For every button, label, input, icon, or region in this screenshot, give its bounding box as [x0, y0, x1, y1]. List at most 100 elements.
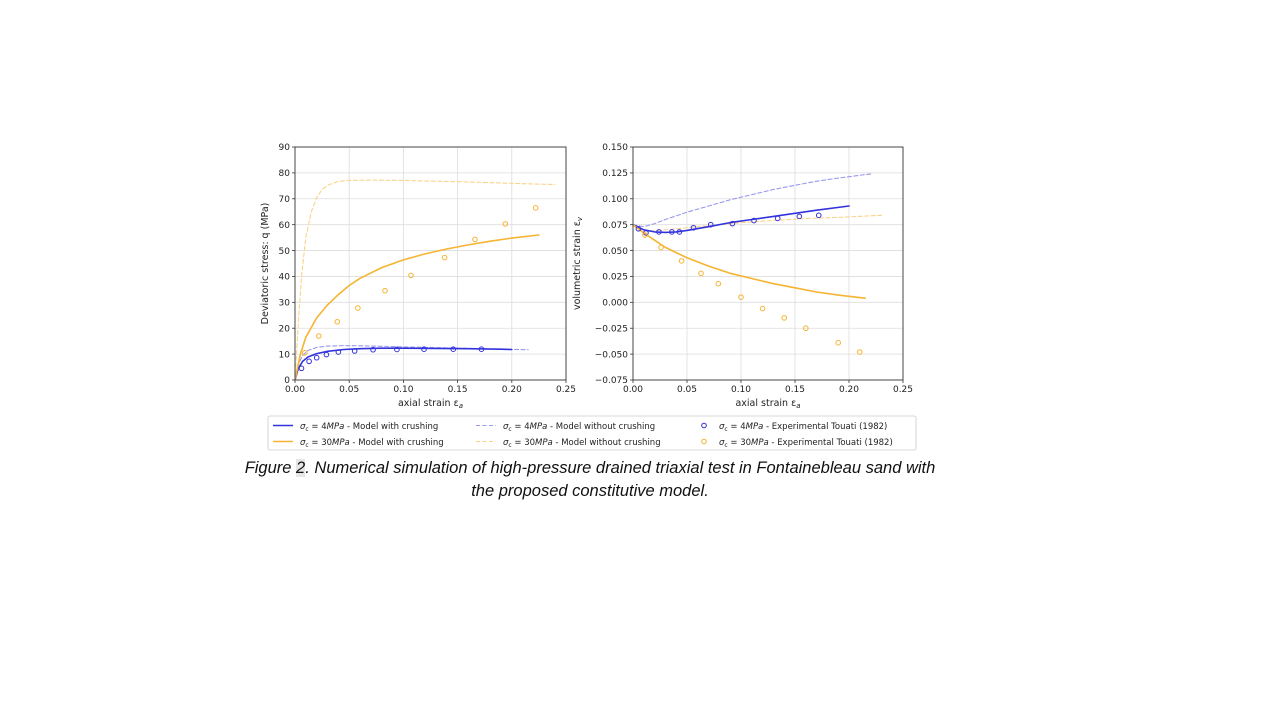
- y-tick-label: 0.125: [602, 169, 628, 179]
- data-point: [656, 229, 662, 235]
- x-tick-label: 0.25: [893, 385, 913, 395]
- legend: σc = 4MPa - Model with crushing σc = 4MPa…: [267, 415, 917, 451]
- data-point: [759, 305, 766, 312]
- x-tick-label: 0.05: [339, 385, 359, 395]
- data-point: [698, 270, 704, 277]
- y-tick-label: 40: [279, 273, 291, 283]
- plot-area: [633, 173, 882, 355]
- series-line: [633, 223, 867, 300]
- y-tick-label: 60: [279, 221, 291, 231]
- data-point: [707, 221, 714, 228]
- data-point: [394, 346, 400, 353]
- y-tick-label: 0.100: [602, 195, 628, 205]
- x-tick-label: 0.25: [556, 385, 576, 395]
- data-point: [796, 213, 803, 220]
- data-point: [351, 348, 358, 354]
- data-point: [676, 229, 683, 235]
- data-point: [335, 349, 342, 355]
- x-tick-label: 0.20: [839, 385, 859, 395]
- data-point: [355, 305, 361, 311]
- y-tick-label: 30: [279, 299, 291, 309]
- data-point: [408, 272, 414, 279]
- data-point: [472, 236, 478, 243]
- series-line: [633, 205, 850, 234]
- data-point: [323, 351, 330, 358]
- chart-panel-1: 0.00 0.05 0.10 0.15 0.20 0.25 0 10 20 30 40 50 60 70 8…: [260, 143, 576, 410]
- x-tick-label: 0.00: [623, 385, 643, 395]
- y-tick-label: 90: [279, 143, 291, 153]
- x-tick-label: 0.10: [731, 385, 751, 395]
- data-point: [774, 215, 781, 222]
- data-point: [781, 315, 788, 321]
- legend-label: σc = 30MPa - Model without crushing: [503, 438, 661, 449]
- y-tick-label: 20: [279, 324, 291, 334]
- data-point: [450, 346, 457, 352]
- data-point: [334, 318, 341, 325]
- legend-box: [267, 415, 917, 451]
- legend-marker: [701, 422, 707, 429]
- data-point: [803, 325, 809, 332]
- data-point: [815, 212, 822, 219]
- data-point: [316, 333, 322, 339]
- legend-item: σc = 30MPa - Model with crushing: [273, 438, 444, 449]
- data-point: [421, 346, 427, 352]
- legend-label: σc = 4MPa - Experimental Touati (1982): [719, 422, 887, 433]
- legend-item: σc = 4MPa - Experimental Touati (1982): [701, 422, 887, 433]
- y-tick-label: −0.075: [595, 376, 628, 386]
- data-point: [658, 244, 664, 251]
- caption-prefix: Figure: [244, 459, 297, 477]
- y-tick-label: 70: [279, 195, 291, 205]
- x-tick-label: 0.15: [448, 385, 468, 395]
- x-tick-label: 0.20: [502, 385, 522, 395]
- data-point: [382, 287, 388, 294]
- legend-label: σc = 4MPa - Model with crushing: [300, 422, 438, 433]
- data-point: [690, 224, 697, 231]
- legend-marker: [701, 438, 707, 445]
- legend-item: σc = 30MPa - Model without crushing: [476, 438, 661, 449]
- x-axis-label: axial strain εa: [398, 398, 463, 410]
- data-point: [738, 294, 744, 300]
- data-point: [678, 258, 685, 264]
- series-line: [295, 347, 513, 380]
- legend-label: σc = 4MPa - Model without crushing: [503, 422, 655, 433]
- y-tick-label: −0.025: [595, 324, 628, 334]
- x-tick-label: 0.05: [677, 385, 697, 395]
- y-tick-label: 0.025: [602, 273, 628, 283]
- x-tick-label: 0.00: [285, 385, 305, 395]
- series-line: [295, 179, 556, 380]
- plot-area: [295, 179, 556, 380]
- legend-label: σc = 30MPa - Model with crushing: [300, 438, 444, 449]
- x-tick-label: 0.15: [785, 385, 805, 395]
- data-point: [642, 232, 648, 238]
- figure-caption: Figure 2. Numerical simulation of high-p…: [240, 457, 940, 503]
- data-point: [715, 280, 722, 287]
- legend-label: σc = 30MPa - Experimental Touati (1982): [719, 438, 893, 449]
- y-axis-label: Deviatoric stress: q (MPa): [260, 203, 271, 325]
- y-tick-label: 10: [279, 350, 291, 360]
- y-tick-label: 0: [284, 376, 290, 386]
- data-point: [502, 221, 509, 227]
- caption-number: 2: [296, 459, 306, 477]
- data-point: [370, 346, 376, 353]
- data-point: [751, 217, 757, 224]
- data-point: [835, 339, 842, 346]
- y-axis-label: volumetric strain εv: [572, 216, 584, 310]
- series-line: [633, 173, 872, 228]
- y-tick-label: 0.075: [602, 221, 628, 231]
- x-axis-label: axial strain εa: [735, 398, 800, 410]
- y-tick-label: 0.150: [602, 143, 628, 153]
- data-point: [669, 229, 675, 235]
- series-line: [295, 234, 540, 380]
- chart-panel-2: 0.00 0.05 0.10 0.15 0.20 0.25 −0.075 −0.050 −0.0…: [572, 143, 913, 410]
- data-point: [301, 350, 308, 356]
- data-point: [857, 349, 863, 355]
- data-point: [298, 365, 305, 372]
- data-point: [306, 358, 312, 365]
- y-tick-label: 0.050: [602, 247, 628, 257]
- y-tick-label: 0.000: [602, 299, 628, 309]
- legend-item: σc = 4MPa - Model with crushing: [273, 422, 438, 433]
- data-point: [729, 220, 736, 227]
- caption-text: . Numerical simulation of high-pressure …: [305, 459, 936, 500]
- legend-item: σc = 4MPa - Model without crushing: [476, 422, 655, 433]
